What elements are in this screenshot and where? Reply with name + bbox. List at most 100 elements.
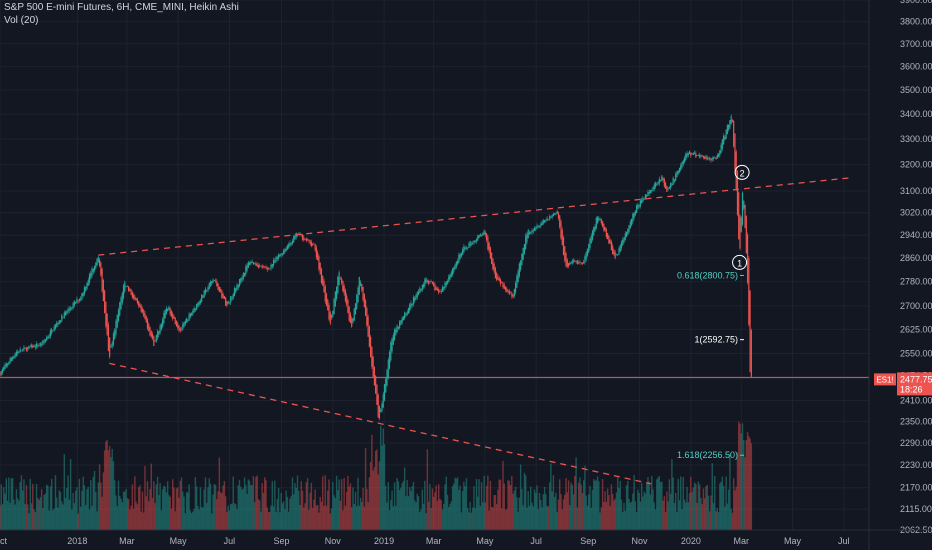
volume-bar <box>280 492 282 530</box>
volume-bar <box>267 512 270 530</box>
volume-bar <box>349 483 352 530</box>
volume-bar <box>372 470 374 530</box>
volume-bar <box>115 495 117 530</box>
volume-bar <box>685 502 687 530</box>
volume-bar <box>34 512 36 530</box>
time-axis[interactable]: Oct 2018 Mar May Jul Sep Nov 2019 Mar May Jul Sep No… <box>0 529 932 546</box>
candle-body <box>735 151 737 191</box>
fib-extension[interactable]: 0.618(2800.75) 1(2592.75) 1.618(2256.50) <box>677 270 744 460</box>
volume-bar <box>411 486 413 530</box>
candle-body <box>625 231 628 237</box>
candle-body <box>121 292 123 304</box>
volume-bar <box>374 450 377 530</box>
volume-bar <box>187 492 189 530</box>
volume-bar <box>450 501 453 530</box>
candle-body <box>125 286 127 287</box>
candle-body <box>174 317 176 325</box>
candle-body <box>199 300 202 304</box>
candle-body <box>494 267 497 279</box>
candle-body <box>393 329 396 340</box>
volume-bar <box>132 508 135 530</box>
candle-body <box>688 151 691 155</box>
candle-body <box>226 301 228 306</box>
volume-bar <box>722 485 725 530</box>
candle-body <box>527 229 529 239</box>
volume-bar <box>21 490 24 530</box>
candle-body <box>141 308 144 313</box>
dashed-trendline[interactable] <box>98 177 852 256</box>
candle-body <box>716 154 718 159</box>
candle-body <box>130 289 132 295</box>
candle-body <box>721 139 723 149</box>
volume-bar <box>231 503 233 530</box>
candle-body <box>709 157 711 160</box>
volume-bar <box>523 472 526 530</box>
candle-body <box>546 218 548 221</box>
candle-body <box>198 301 200 305</box>
volume-bar <box>86 489 88 530</box>
volume-bar <box>299 504 301 530</box>
candle-body <box>214 280 217 282</box>
volume-bar <box>334 497 337 530</box>
candle-body <box>20 350 23 352</box>
volume-bar <box>490 506 493 530</box>
volume-bar <box>746 432 749 530</box>
candle-body <box>160 324 162 330</box>
volume-bar <box>499 479 502 530</box>
volume-bar <box>291 477 294 530</box>
candle-body <box>619 245 621 252</box>
wave-circle[interactable] <box>732 254 748 270</box>
candle-body <box>373 366 376 386</box>
candle-body <box>521 253 523 266</box>
wave-circle[interactable] <box>734 164 750 180</box>
candle-body <box>470 243 473 245</box>
candle-body <box>275 256 277 262</box>
candle-body <box>109 337 111 357</box>
drawing-tools[interactable]: 12 <box>0 164 869 485</box>
candle-body <box>372 356 374 377</box>
candle-body <box>126 286 128 287</box>
candle-body <box>383 384 386 401</box>
volume-bar <box>643 491 645 530</box>
candle-body <box>578 262 580 264</box>
volume-bar <box>676 511 678 530</box>
candle-body <box>509 292 512 294</box>
candle-body <box>90 272 92 279</box>
volume-bar <box>653 502 655 530</box>
candle-body <box>48 335 50 338</box>
volume-bar <box>91 506 93 530</box>
candle-body <box>71 307 73 309</box>
candle-body <box>124 281 126 292</box>
volume-bar <box>431 488 434 530</box>
candle-body <box>353 308 355 321</box>
volume-bar <box>511 476 513 530</box>
price-tick-label: 2410.00 <box>900 395 932 405</box>
volume-bar <box>680 476 682 530</box>
candle-body <box>29 346 31 348</box>
time-tick-label: Jul <box>838 536 850 546</box>
volume-bar <box>453 483 455 530</box>
dashed-trendline[interactable] <box>109 362 652 485</box>
volume-bar <box>224 496 227 530</box>
candle-body <box>269 268 271 270</box>
volume-bar <box>569 505 571 530</box>
volume-bar <box>309 492 311 530</box>
candle-body <box>133 294 135 299</box>
volume-bar <box>233 503 236 530</box>
volume-bar <box>136 504 139 530</box>
candle-body <box>458 254 460 263</box>
candle-body <box>503 284 505 289</box>
candle-body <box>44 339 46 342</box>
candle-body <box>560 221 562 239</box>
volume-bar <box>337 490 339 530</box>
candle-body <box>391 338 393 352</box>
candle-body <box>591 230 594 240</box>
volume-bar <box>371 434 373 530</box>
volume-bar <box>279 512 281 530</box>
volume-bar <box>282 501 285 530</box>
volume-bar <box>248 480 251 530</box>
volume-bar <box>61 501 63 530</box>
volume-indicator-label[interactable]: Vol (20) <box>4 15 39 26</box>
volume-bar <box>419 512 421 530</box>
